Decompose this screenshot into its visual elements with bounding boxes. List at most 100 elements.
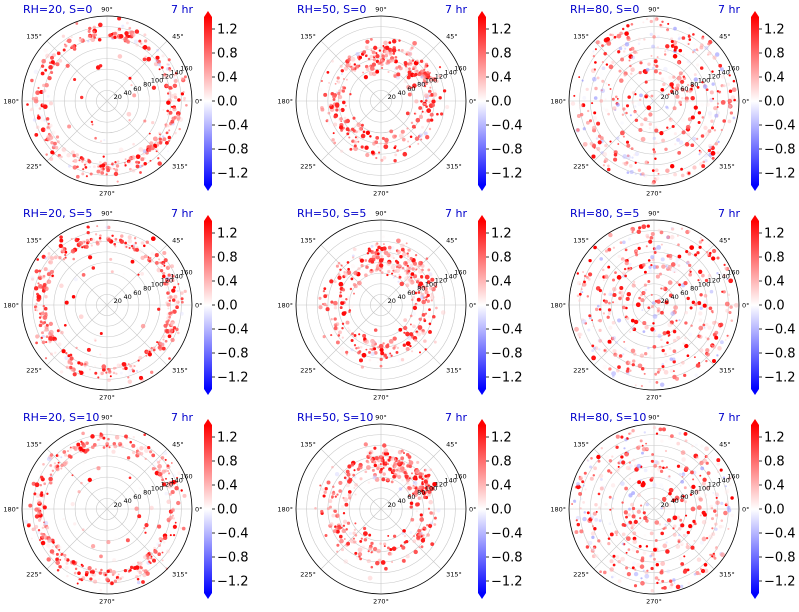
data-point: [673, 45, 678, 50]
data-point: [640, 482, 646, 488]
data-point: [392, 46, 396, 50]
data-point: [731, 522, 735, 526]
colorbar-gradient: [751, 221, 759, 389]
data-point: [339, 294, 343, 298]
data-point: [662, 527, 665, 530]
data-point: [673, 172, 678, 177]
data-point: [599, 486, 604, 491]
data-point: [380, 255, 384, 259]
data-point: [382, 45, 385, 47]
data-point: [364, 45, 369, 50]
data-point: [400, 461, 404, 465]
angle-tick-label: 180°: [3, 302, 19, 310]
radial-tick-label: 80: [143, 81, 151, 89]
data-point: [165, 281, 170, 286]
data-point: [652, 136, 656, 141]
colorbar-tick-label: 0.8: [217, 251, 238, 266]
data-point: [635, 302, 641, 308]
data-point: [599, 477, 603, 481]
data-point: [89, 35, 93, 39]
data-point: [380, 351, 385, 356]
data-point: [163, 264, 166, 267]
data-point: [96, 225, 99, 228]
data-point: [664, 466, 667, 470]
data-point: [343, 78, 345, 80]
data-point: [144, 523, 149, 528]
panel-title: RH=20, S=0: [23, 3, 92, 16]
data-point: [705, 289, 710, 294]
data-point: [33, 305, 38, 309]
data-point: [117, 16, 122, 21]
data-point: [63, 453, 68, 457]
data-point: [344, 119, 348, 124]
data-point: [143, 254, 148, 259]
data-point: [670, 39, 674, 44]
data-point: [412, 40, 417, 46]
data-point: [704, 336, 707, 339]
data-point: [364, 339, 370, 345]
data-point: [44, 83, 49, 88]
data-point: [732, 79, 736, 83]
data-point: [594, 553, 599, 559]
data-point: [672, 578, 676, 582]
data-point: [706, 253, 710, 256]
data-point: [617, 465, 620, 468]
colorbar-tick-label: 0.0: [217, 95, 238, 110]
data-point: [111, 444, 114, 447]
data-point: [673, 26, 677, 31]
data-point: [672, 343, 675, 346]
data-point: [628, 477, 632, 480]
data-point: [160, 475, 163, 479]
data-point: [408, 267, 412, 271]
data-point: [375, 265, 380, 269]
data-point: [51, 130, 56, 135]
data-point: [132, 156, 136, 160]
data-point: [174, 72, 178, 75]
data-point: [44, 138, 47, 142]
data-point: [62, 258, 66, 261]
data-point: [626, 36, 631, 42]
data-point: [623, 447, 626, 450]
data-point: [354, 130, 358, 134]
data-point: [611, 32, 614, 35]
data-point: [607, 112, 610, 116]
data-point: [624, 47, 627, 50]
data-point: [635, 550, 639, 554]
radial-tick-label: 100: [151, 77, 163, 85]
data-point: [641, 446, 647, 452]
data-point: [673, 524, 677, 528]
data-point: [340, 548, 345, 552]
data-point: [128, 76, 132, 80]
data-point: [426, 118, 431, 123]
data-point: [37, 275, 43, 281]
data-point: [35, 334, 40, 339]
data-point: [36, 58, 42, 64]
data-point: [130, 244, 134, 248]
data-point: [38, 107, 42, 110]
data-point: [432, 77, 437, 82]
data-point: [434, 509, 437, 512]
data-point: [351, 332, 354, 336]
data-point: [710, 126, 715, 130]
data-point: [652, 150, 657, 154]
data-point: [89, 237, 93, 241]
data-point: [650, 459, 654, 463]
data-point: [171, 278, 175, 283]
data-point: [692, 51, 695, 54]
data-point: [351, 64, 356, 69]
data-point: [347, 327, 350, 330]
data-point: [408, 61, 413, 66]
data-point: [591, 349, 595, 353]
colorbar-tick-label: 0.8: [764, 47, 785, 62]
data-point: [684, 533, 689, 538]
data-point: [696, 86, 700, 89]
data-point: [143, 527, 146, 530]
data-point: [113, 579, 118, 583]
data-point: [582, 95, 587, 100]
data-point: [602, 364, 608, 370]
data-point: [408, 494, 411, 497]
radial-tick-label: 60: [407, 85, 415, 93]
colorbar: 1.20.80.40.0−0.4−0.8−1.2: [478, 419, 523, 599]
data-point: [124, 164, 127, 167]
data-point: [365, 265, 369, 269]
